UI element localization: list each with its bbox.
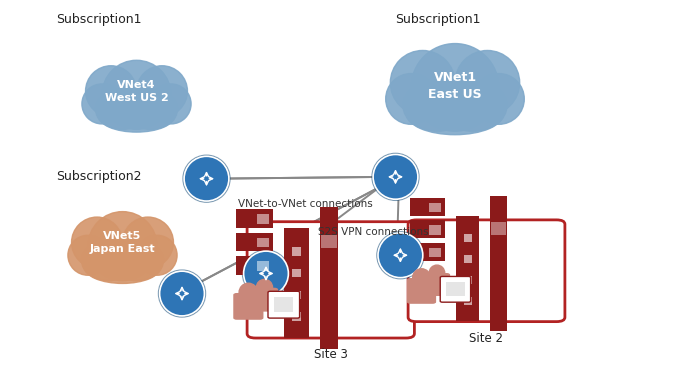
- FancyBboxPatch shape: [247, 222, 414, 338]
- Ellipse shape: [239, 283, 258, 302]
- Ellipse shape: [242, 250, 290, 297]
- Ellipse shape: [108, 241, 163, 281]
- FancyBboxPatch shape: [293, 247, 301, 255]
- Ellipse shape: [136, 66, 188, 117]
- Ellipse shape: [391, 50, 455, 115]
- Ellipse shape: [377, 232, 424, 279]
- Ellipse shape: [413, 269, 430, 287]
- Ellipse shape: [68, 235, 108, 275]
- FancyBboxPatch shape: [320, 207, 338, 349]
- FancyBboxPatch shape: [429, 203, 441, 212]
- Ellipse shape: [455, 50, 519, 115]
- Ellipse shape: [137, 235, 177, 275]
- Ellipse shape: [158, 270, 206, 317]
- FancyBboxPatch shape: [463, 276, 472, 284]
- Text: Site 2: Site 2: [470, 332, 503, 345]
- FancyBboxPatch shape: [274, 297, 293, 312]
- Ellipse shape: [85, 66, 136, 117]
- Ellipse shape: [373, 154, 418, 199]
- Ellipse shape: [256, 279, 272, 296]
- Ellipse shape: [438, 80, 507, 131]
- FancyBboxPatch shape: [237, 233, 273, 251]
- Ellipse shape: [160, 271, 204, 316]
- Ellipse shape: [407, 93, 503, 135]
- FancyBboxPatch shape: [447, 282, 465, 296]
- Ellipse shape: [473, 74, 524, 124]
- FancyBboxPatch shape: [490, 196, 507, 331]
- Ellipse shape: [98, 99, 175, 132]
- FancyBboxPatch shape: [463, 234, 472, 242]
- FancyBboxPatch shape: [284, 228, 309, 338]
- FancyBboxPatch shape: [491, 222, 506, 235]
- Ellipse shape: [151, 84, 191, 124]
- Text: Subscription1: Subscription1: [56, 13, 141, 26]
- Ellipse shape: [122, 217, 174, 268]
- Ellipse shape: [378, 233, 423, 278]
- Ellipse shape: [88, 212, 157, 281]
- FancyBboxPatch shape: [233, 293, 263, 320]
- FancyBboxPatch shape: [257, 261, 269, 271]
- FancyBboxPatch shape: [251, 288, 278, 312]
- Ellipse shape: [386, 74, 437, 124]
- FancyBboxPatch shape: [408, 220, 565, 322]
- FancyBboxPatch shape: [463, 297, 472, 305]
- Text: VNet5
Japan East: VNet5 Japan East: [90, 231, 155, 254]
- Ellipse shape: [372, 153, 419, 200]
- Ellipse shape: [84, 251, 161, 284]
- FancyBboxPatch shape: [293, 312, 301, 321]
- FancyBboxPatch shape: [257, 238, 269, 247]
- FancyBboxPatch shape: [410, 243, 445, 261]
- FancyBboxPatch shape: [463, 255, 472, 263]
- FancyBboxPatch shape: [407, 278, 436, 304]
- FancyBboxPatch shape: [257, 214, 269, 224]
- FancyBboxPatch shape: [424, 273, 450, 296]
- Ellipse shape: [244, 251, 288, 296]
- FancyBboxPatch shape: [237, 256, 273, 275]
- FancyBboxPatch shape: [237, 209, 273, 228]
- FancyBboxPatch shape: [321, 235, 337, 247]
- Ellipse shape: [183, 155, 230, 202]
- Ellipse shape: [123, 89, 178, 129]
- Ellipse shape: [82, 84, 122, 124]
- Ellipse shape: [429, 265, 444, 281]
- Ellipse shape: [81, 241, 136, 281]
- Text: Subscription2: Subscription2: [56, 170, 141, 182]
- FancyBboxPatch shape: [410, 220, 445, 238]
- FancyBboxPatch shape: [410, 198, 445, 216]
- Ellipse shape: [184, 156, 229, 201]
- FancyBboxPatch shape: [268, 291, 300, 318]
- Text: VNet4
West US 2: VNet4 West US 2: [104, 80, 169, 103]
- FancyBboxPatch shape: [429, 247, 441, 257]
- Text: VNet1
East US: VNet1 East US: [428, 71, 482, 101]
- Text: Site 3: Site 3: [314, 348, 348, 361]
- FancyBboxPatch shape: [440, 276, 470, 302]
- Text: VNet-to-VNet connections: VNet-to-VNet connections: [238, 199, 372, 209]
- Ellipse shape: [71, 217, 122, 268]
- FancyBboxPatch shape: [456, 216, 480, 321]
- Text: S2S VPN connections: S2S VPN connections: [318, 227, 429, 237]
- Ellipse shape: [411, 43, 499, 131]
- FancyBboxPatch shape: [293, 269, 301, 277]
- Text: Subscription1: Subscription1: [395, 13, 481, 26]
- FancyBboxPatch shape: [293, 291, 301, 299]
- Ellipse shape: [102, 60, 171, 129]
- Ellipse shape: [95, 89, 150, 129]
- FancyBboxPatch shape: [429, 225, 441, 235]
- Ellipse shape: [403, 80, 473, 131]
